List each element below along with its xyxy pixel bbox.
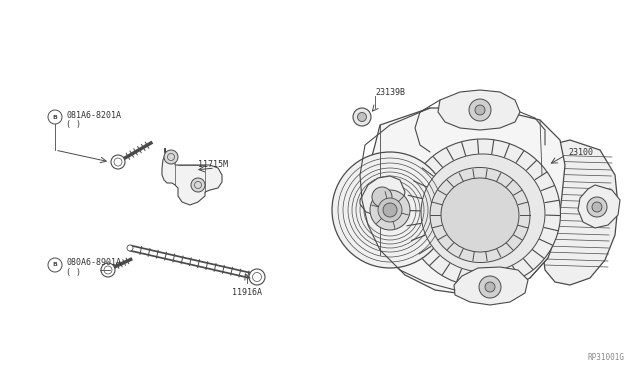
Polygon shape [162, 148, 222, 205]
Circle shape [249, 269, 265, 285]
Circle shape [479, 276, 501, 298]
Text: ( ): ( ) [66, 268, 81, 277]
Polygon shape [360, 176, 405, 216]
Text: 23100: 23100 [568, 148, 593, 157]
Circle shape [101, 263, 115, 277]
Circle shape [191, 178, 205, 192]
Text: RP31001G: RP31001G [588, 353, 625, 362]
Circle shape [485, 282, 495, 292]
Circle shape [127, 245, 133, 251]
Ellipse shape [406, 139, 561, 287]
Circle shape [164, 150, 178, 164]
Circle shape [48, 258, 62, 272]
Text: B: B [52, 115, 58, 119]
Circle shape [383, 203, 397, 217]
Circle shape [48, 110, 62, 124]
Ellipse shape [441, 178, 519, 252]
Text: 081A6-8201A: 081A6-8201A [66, 111, 121, 120]
Text: B: B [52, 263, 58, 267]
Circle shape [332, 152, 448, 268]
Circle shape [592, 202, 602, 212]
Ellipse shape [430, 167, 530, 263]
Circle shape [353, 108, 371, 126]
Polygon shape [438, 90, 520, 130]
Ellipse shape [421, 154, 545, 272]
Text: ( ): ( ) [66, 120, 81, 129]
Circle shape [370, 190, 410, 230]
Circle shape [587, 197, 607, 217]
Polygon shape [454, 267, 528, 305]
Circle shape [378, 198, 402, 222]
Polygon shape [578, 185, 620, 228]
Circle shape [475, 105, 485, 115]
Circle shape [469, 99, 491, 121]
Text: 11715M: 11715M [198, 160, 228, 169]
Text: 11916A: 11916A [232, 288, 262, 297]
Polygon shape [542, 140, 618, 285]
Circle shape [111, 155, 125, 169]
Circle shape [372, 187, 392, 207]
Text: 080A6-8901A: 080A6-8901A [66, 258, 121, 267]
Text: 23139B: 23139B [375, 88, 405, 97]
Circle shape [358, 112, 367, 122]
Polygon shape [365, 108, 565, 295]
